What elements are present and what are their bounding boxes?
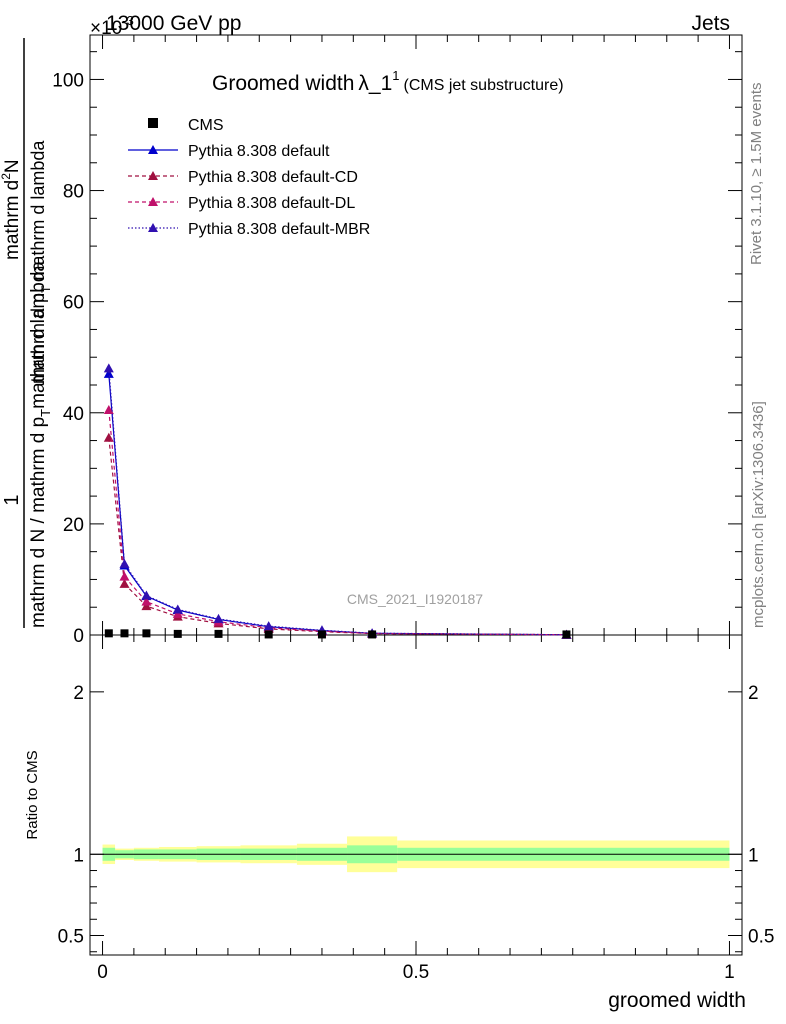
- legend-marker-triangle: [148, 171, 158, 180]
- exponent-base: ×10: [90, 18, 122, 39]
- ratio-tick-label-left: 1: [73, 845, 84, 866]
- series-layer: [103, 363, 572, 639]
- series-point-3: [141, 590, 152, 600]
- y-label-inner-den-tail: mathrm d lambda: [28, 140, 48, 286]
- y-label-inner-den-main: mathrm d p: [28, 293, 48, 384]
- x-tick-label: 0: [97, 962, 108, 983]
- ratio-plot-frame: [89, 634, 743, 956]
- series-point-1: [103, 432, 114, 442]
- legend-marker-triangle: [148, 197, 158, 206]
- y-tick-label: 60: [63, 293, 84, 314]
- series-point-2: [103, 405, 114, 414]
- plot-title-main: Groomed width: [212, 72, 354, 95]
- y-label-inner-den-sub: T: [39, 285, 53, 293]
- series-2: [103, 405, 572, 639]
- x-axis-label: groomed width: [608, 989, 746, 1012]
- series-point-2: [119, 571, 130, 581]
- y-label-inner-numerator: mathrm d2N: [0, 159, 23, 260]
- series-point-3: [213, 613, 224, 623]
- y-label-denominator-sub: T: [38, 409, 53, 417]
- ratio-y-label: Ratio to CMS: [24, 750, 41, 839]
- ratio-tick-label-right: 2: [748, 683, 759, 704]
- cms-point: [214, 629, 223, 638]
- legend: CMS Pythia 8.308 default Pythia 8.308 defa…: [128, 117, 370, 238]
- y-label-inner-num-main: mathrm d: [2, 180, 23, 260]
- cms-point: [120, 629, 129, 638]
- cms-point: [173, 629, 182, 638]
- y-tick-label: 80: [63, 182, 84, 203]
- y-label-inner-num-tail: N: [2, 159, 23, 173]
- analysis-watermark: CMS_2021_I1920187: [347, 591, 483, 607]
- ratio-tick-label-left: 2: [73, 683, 84, 704]
- legend-marker-square: [148, 118, 158, 128]
- series-point-3: [103, 363, 114, 373]
- legend-entry-3: Pythia 8.308 default-DL: [128, 195, 355, 212]
- y-label-denominator: mathrm d N / mathrm d pTmathrm d lambda: [28, 261, 53, 628]
- plot-title-sub: (CMS jet substructure): [404, 77, 564, 94]
- y-tick-label: 20: [63, 515, 84, 536]
- y-tick-label: 100: [52, 70, 84, 91]
- plot-title: Groomed width λ_11 (CMS jet substructure): [212, 68, 564, 95]
- ratio-tick-label-right: 0.5: [748, 927, 774, 948]
- y-tick-label: 0: [73, 626, 84, 647]
- cms-point: [142, 629, 151, 638]
- cms-point: [562, 630, 571, 639]
- legend-label: Pythia 8.308 default-DL: [188, 195, 355, 212]
- mcplots-side-label: mcplots.cern.ch [arXiv:1306.3436]: [750, 401, 767, 628]
- legend-entry-4: Pythia 8.308 default-MBR: [128, 221, 370, 238]
- y-axis-label: 1 mathrm d N / mathrm d pTmathrm d lambd…: [0, 38, 53, 628]
- series-point-2: [141, 596, 152, 606]
- plot-title-symbol: λ_1: [358, 72, 392, 95]
- series-point-3: [263, 621, 274, 631]
- exponent-label: ×10-3: [90, 13, 134, 39]
- header-right-label: Jets: [691, 12, 730, 35]
- legend-marker-triangle: [148, 223, 158, 232]
- x-tick-label: 0.5: [403, 962, 429, 983]
- y-label-inner-num-super: 2: [0, 173, 13, 180]
- series-point-3: [172, 604, 183, 614]
- cms-point: [368, 630, 377, 639]
- legend-label: CMS: [188, 117, 224, 134]
- cms-point: [264, 630, 273, 639]
- ratio-tick-label-left: 0.5: [58, 927, 84, 948]
- plot-title-superscript: 1: [392, 68, 399, 83]
- series-point-1: [119, 578, 130, 588]
- series-line-2: [108, 409, 567, 636]
- series-point-0: [103, 368, 114, 378]
- legend-marker-triangle: [148, 145, 158, 154]
- x-tick-label: 1: [724, 962, 735, 983]
- series-3: [103, 363, 572, 639]
- legend-entry-0: CMS: [148, 117, 224, 134]
- series-point-3: [119, 558, 130, 568]
- series-line-0: [108, 373, 567, 636]
- series-0: [103, 368, 572, 639]
- y-label-denominator-tail: mathrm d lambda: [28, 261, 49, 409]
- rivet-side-label: Rivet 3.1.10, ≥ 1.5M events: [748, 83, 765, 266]
- y-label-numerator: 1: [1, 494, 23, 505]
- y-tick-label: 40: [63, 404, 84, 425]
- cms-data-points: [104, 629, 571, 639]
- ratio-tick-label-right: 1: [748, 845, 759, 866]
- legend-label: Pythia 8.308 default-MBR: [188, 221, 370, 238]
- legend-label: Pythia 8.308 default: [188, 143, 330, 160]
- y-label-inner-denominator: mathrm d pT mathrm d lambda: [28, 140, 53, 384]
- cms-point: [317, 630, 326, 639]
- ratio-axis-ticks: 0.5 0.5 1 1 2 2: [58, 683, 774, 953]
- header-left-label: 13000 GeV pp: [106, 12, 241, 35]
- main-axis-ticks: 0 20 40 60 80 100: [52, 51, 742, 647]
- legend-label: Pythia 8.308 default-CD: [188, 169, 358, 186]
- legend-entry-2: Pythia 8.308 default-CD: [128, 169, 358, 186]
- y-label-denominator-main: mathrm d N / mathrm d p: [28, 417, 49, 628]
- cms-point: [104, 629, 113, 638]
- legend-entry-1: Pythia 8.308 default: [128, 143, 330, 160]
- exponent-power: -3: [122, 13, 134, 28]
- series-line-3: [108, 368, 567, 636]
